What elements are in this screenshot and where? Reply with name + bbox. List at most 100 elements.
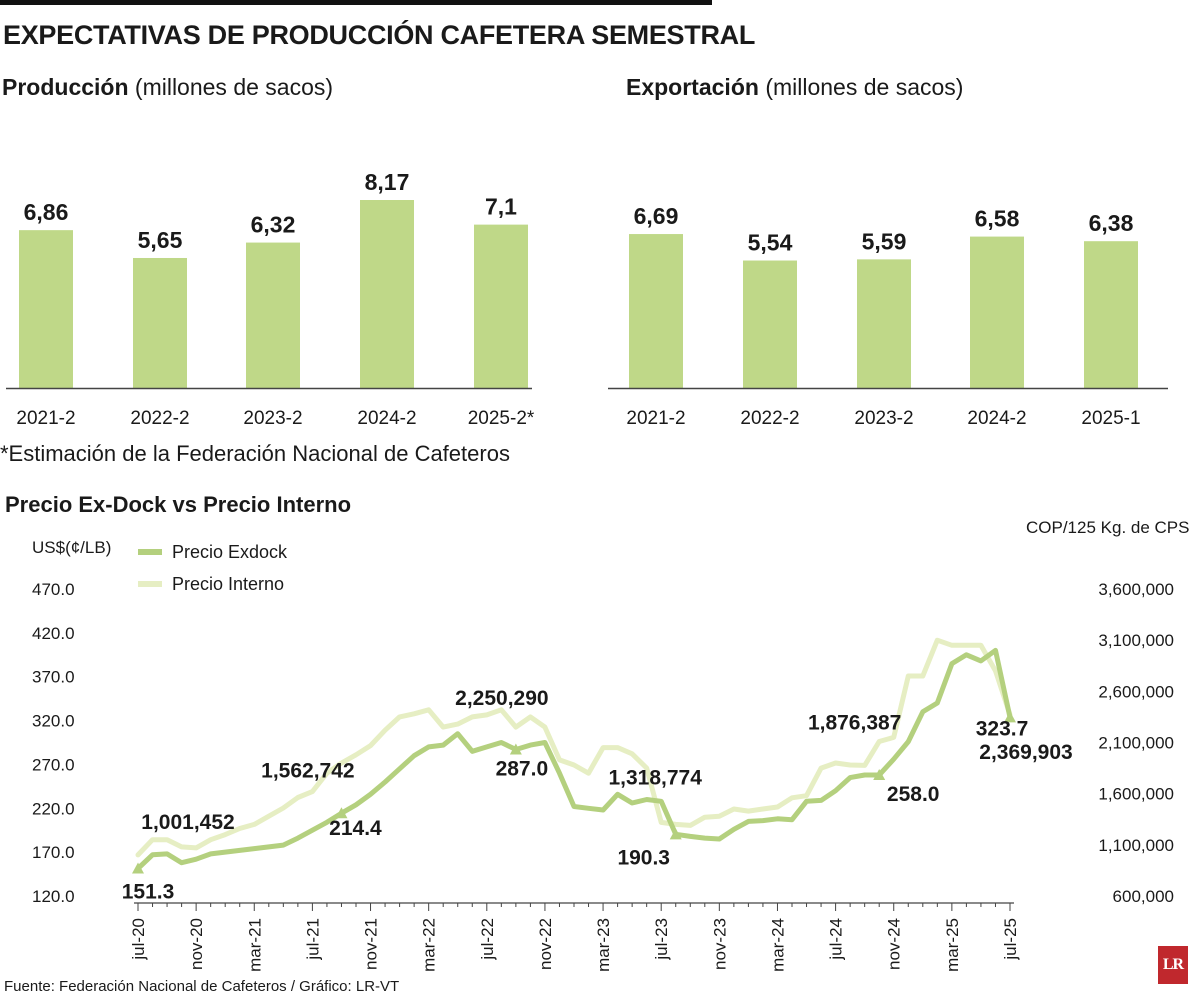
x-axis-tick-label: mar-24 [768,918,787,972]
bar-value-label: 6,58 [975,206,1020,232]
bar-category-label: 2022-2 [130,408,189,429]
data-label: 287.0 [496,758,549,781]
data-label: 323.7 [976,717,1029,740]
data-label: 190.3 [617,846,670,869]
bar-category-label: 2025-2* [468,408,535,429]
bar-0-1 [133,257,187,388]
left-axis-tick-label: 470.0 [32,580,75,599]
bar-category-label: 2021-2 [626,408,685,429]
production-title-label: Producción [2,74,129,100]
legend: Precio Exdock Precio Interno [138,536,287,600]
legend-swatch-exdock [138,549,162,555]
data-label: 1,318,774 [608,766,702,789]
bar-value-label: 5,59 [862,228,907,254]
bar-1-0 [629,234,683,388]
bar-category-label: 2025-1 [1081,408,1140,429]
bar-0-0 [19,230,73,388]
legend-item-interno: Precio Interno [138,568,287,600]
left-axis-tick-label: 120.0 [32,887,75,906]
series-line-interno [135,637,1013,858]
bar-value-label: 5,65 [138,227,183,253]
data-label: 1,001,452 [141,811,234,834]
right-axis-tick-label: 1,600,000 [1098,785,1174,804]
exports-title-label: Exportación [626,74,759,100]
left-axis-tick-label: 170.0 [32,843,75,862]
lr-logo: LR [1158,946,1188,984]
bar-1-3 [970,236,1024,388]
legend-swatch-interno [138,581,162,587]
x-axis-tick-label: mar-22 [420,918,439,972]
annotation-marker [132,862,144,874]
bar-1-1 [743,260,797,388]
estimation-note: *Estimación de la Federación Nacional de… [0,441,510,466]
legend-item-exdock: Precio Exdock [138,536,287,568]
bar-value-label: 6,38 [1089,210,1134,236]
exports-chart-title: Exportación (millones de sacos) [626,74,963,101]
x-axis-tick-label: mar-21 [245,918,264,972]
bar-value-label: 8,17 [365,169,410,195]
bar-0-4 [474,224,528,388]
right-axis-tick-label: 3,600,000 [1098,580,1174,599]
data-label: 2,250,290 [455,687,548,710]
left-axis-tick-label: 370.0 [32,668,75,687]
data-label: 151.3 [122,881,175,904]
top-rule [0,0,712,5]
production-title-unit: (millones de sacos) [134,74,334,100]
x-axis-tick-label: nov-24 [885,918,904,970]
bar-value-label: 5,54 [748,230,793,256]
x-axis-tick-label: jul-23 [652,918,671,961]
legend-label-exdock: Precio Exdock [172,541,288,562]
bar-value-label: 6,69 [634,203,679,229]
annotation-marker [873,768,886,780]
x-axis-tick-label: nov-20 [187,918,206,970]
data-label: 1,876,387 [808,711,901,734]
annotation-marker [669,828,682,840]
left-axis-tick-label: 270.0 [32,755,75,774]
right-axis-tick-label: 600,000 [1113,887,1174,906]
bar-category-label: 2021-2 [16,408,75,429]
x-axis-tick-label: jul-21 [303,918,322,961]
right-axis-tick-label: 3,100,000 [1098,631,1174,650]
bar-value-label: 6,32 [251,212,296,238]
bar-category-label: 2024-2 [967,408,1026,429]
left-axis-tick-label: 220.0 [32,799,75,818]
annotation-marker [1004,711,1016,723]
x-axis-tick-label: nov-22 [536,918,555,970]
bar-category-label: 2023-2 [854,408,913,429]
bar-0-2 [246,242,300,388]
data-label: 2,369,903 [979,741,1072,764]
data-label: 214.4 [329,817,382,840]
bar-value-label: 6,86 [24,199,69,225]
x-axis-tick-label: nov-21 [362,918,381,970]
x-axis-tick-label: jul-20 [129,918,148,961]
right-axis-tick-label: 1,100,000 [1098,836,1174,855]
bar-category-label: 2024-2 [357,408,416,429]
x-axis-tick-label: jul-22 [478,918,497,961]
right-axis-unit: COP/125 Kg. de CPS [1026,518,1190,537]
bar-1-2 [857,259,911,388]
x-axis-tick-label: jul-24 [827,918,846,961]
left-axis-tick-label: 320.0 [32,712,75,731]
production-chart-title: Producción (millones de sacos) [2,74,333,101]
right-axis-tick-label: 2,600,000 [1098,682,1174,701]
bar-category-label: 2022-2 [740,408,799,429]
left-axis-unit: US$(¢/LB) [32,538,112,557]
x-axis-tick-label: nov-23 [710,918,729,970]
left-axis-tick-label: 420.0 [32,624,75,643]
bar-charts: 6,86 2021-2 5,65 2022-2 6,32 2023-2 8,17 2024-2… [6,169,1168,429]
bar-value-label: 7,1 [485,194,517,220]
x-axis-tick-label: mar-25 [943,918,962,972]
source-note: Fuente: Federación Nacional de Cafeteros… [4,978,400,995]
price-chart-title: Precio Ex-Dock vs Precio Interno [5,492,352,517]
page-title: EXPECTATIVAS DE PRODUCCIÓN CAFETERA SEME… [3,20,756,50]
right-axis-tick-label: 2,100,000 [1098,734,1174,753]
bar-0-3 [360,200,414,388]
bar-category-label: 2023-2 [243,408,302,429]
bar-1-4 [1084,241,1138,388]
data-label: 258.0 [887,783,940,806]
data-label: 1,562,742 [261,759,354,782]
x-axis-tick-label: jul-25 [1001,918,1020,961]
series-line-exdock [135,647,1013,871]
x-axis-tick-label: mar-23 [594,918,613,972]
